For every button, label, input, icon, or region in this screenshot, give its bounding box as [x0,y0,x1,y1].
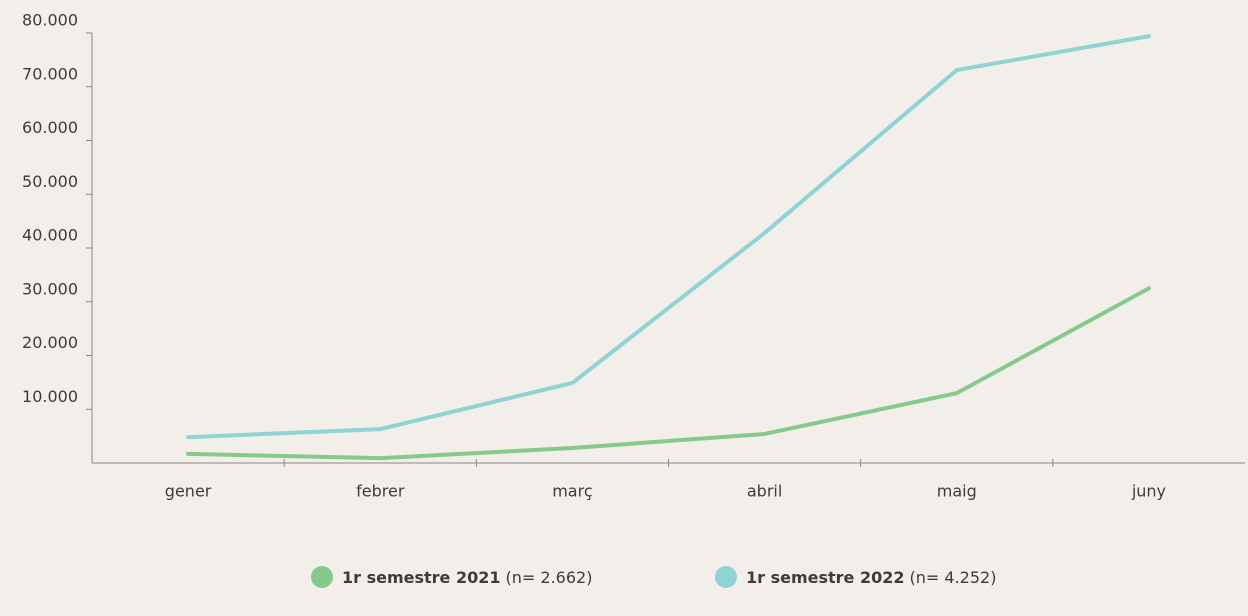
x-tick-label: abril [747,482,782,501]
y-tick-label: 60.000 [22,118,78,137]
legend-name: 1r semestre 2021 [342,568,501,587]
y-tick-label: 50.000 [22,172,78,191]
x-tick-label: gener [165,482,212,501]
legend-note: (n= 2.662) [506,568,593,587]
y-tick-label: 80.000 [22,11,78,30]
x-tick-label: març [552,482,592,501]
x-tick-label: maig [937,482,977,501]
y-tick-label: 20.000 [22,333,78,352]
y-tick-label: 70.000 [22,64,78,83]
x-tick-label: febrer [356,482,405,501]
line [186,34,1151,440]
y-tick-label: 40.000 [22,226,78,245]
y-tick-label: 30.000 [22,279,78,298]
legend-label: 1r semestre 2021 (n= 2.662) [342,568,592,587]
legend-label: 1r semestre 2022 (n= 4.252) [746,568,996,587]
legend-note: (n= 4.252) [910,568,997,587]
legend-marker [715,566,737,588]
x-tick-label: juny [1131,482,1166,501]
line [186,286,1151,461]
y-tick-label: 10.000 [22,387,78,406]
legend-name: 1r semestre 2022 [746,568,905,587]
legend-marker [311,566,333,588]
